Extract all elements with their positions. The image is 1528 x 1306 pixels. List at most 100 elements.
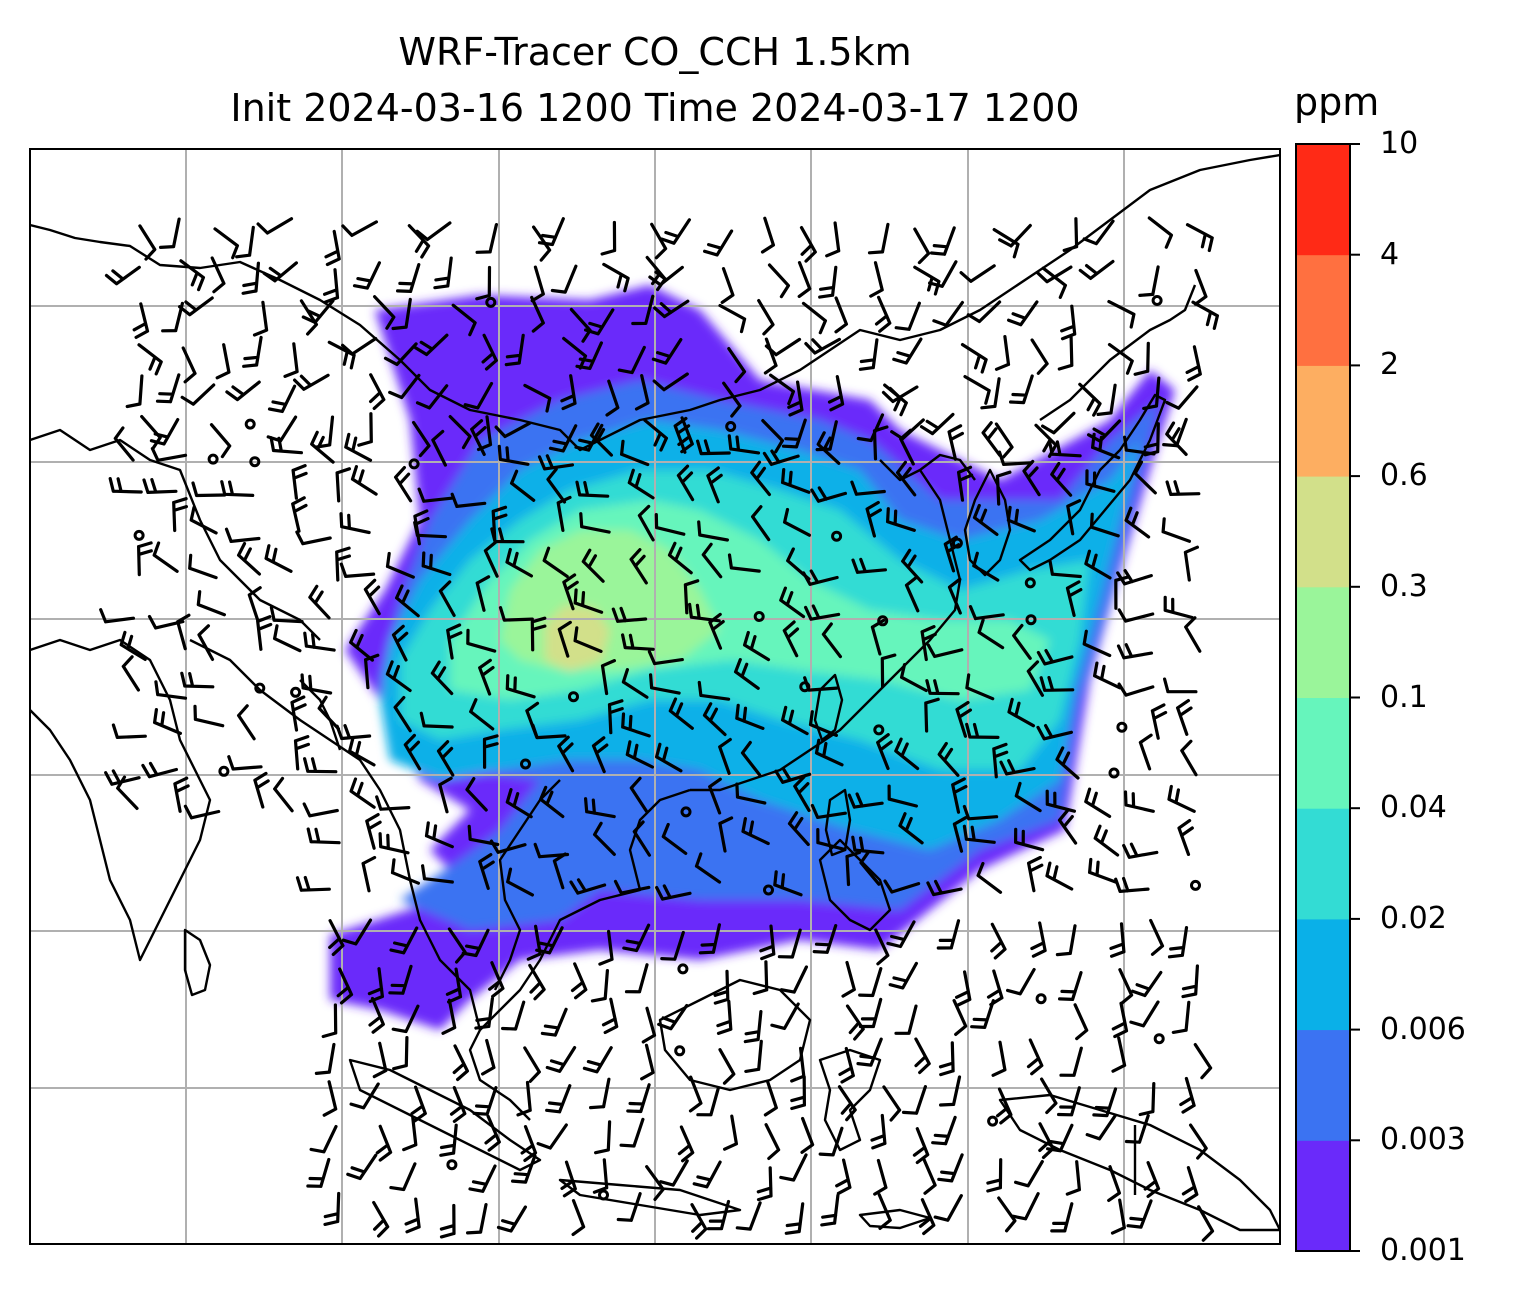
wind-barb	[918, 1198, 936, 1236]
wind-barb	[548, 424, 578, 453]
wind-barb	[886, 507, 916, 532]
wind-barb	[116, 775, 139, 810]
wind-barb	[894, 1004, 918, 1035]
wind-barb	[269, 605, 304, 624]
wind-barb	[295, 875, 331, 892]
wind-barb	[677, 1125, 695, 1163]
wind-barb	[1118, 968, 1134, 1005]
wind-barb	[539, 785, 565, 819]
wind-barb	[1036, 265, 1073, 284]
wind-barb	[761, 419, 784, 454]
wind-barb	[1091, 432, 1121, 460]
colorbar-tick-label: 0.3	[1380, 568, 1428, 604]
wind-barb	[727, 553, 761, 573]
wind-barb	[391, 1004, 420, 1034]
wind-barb	[952, 816, 968, 853]
wind-barb	[1138, 265, 1160, 297]
wind-barb	[1131, 970, 1163, 998]
wind-barb	[430, 660, 454, 696]
wind-barb	[1124, 1114, 1150, 1144]
wind-barb	[933, 1194, 963, 1222]
wind-barb	[708, 777, 722, 815]
wind-barb	[1133, 341, 1150, 376]
wind-barb	[478, 658, 495, 696]
wind-barb	[1124, 506, 1151, 539]
wind-barb	[141, 761, 178, 779]
wind-barb	[348, 737, 376, 767]
wind-barb	[390, 858, 420, 885]
wind-barb	[723, 1114, 738, 1151]
wind-barb	[152, 541, 179, 573]
wind-barb	[1111, 1036, 1127, 1073]
wind-barb	[300, 673, 333, 695]
wind-barb	[804, 337, 841, 355]
wind-barb	[99, 608, 135, 624]
wind-barb	[986, 1158, 1003, 1193]
wind-barb	[856, 413, 885, 443]
calm-wind-circle	[249, 456, 261, 468]
wind-barb	[779, 586, 806, 619]
wind-barb	[557, 735, 575, 773]
wind-barb	[1014, 1160, 1044, 1188]
wind-barb	[412, 420, 431, 458]
wind-barb	[1191, 300, 1219, 330]
wind-barb	[696, 439, 731, 456]
wind-barb	[1143, 1161, 1161, 1198]
wind-barb	[1045, 861, 1074, 891]
wind-barb	[1150, 703, 1168, 740]
wind-barb	[591, 736, 609, 774]
coastline-sea-of-japan	[1039, 284, 1197, 421]
wind-barb	[858, 338, 879, 371]
wind-barb	[303, 757, 338, 774]
wind-barb	[463, 381, 494, 410]
calm-wind-circle	[485, 296, 497, 308]
wind-barb	[172, 497, 188, 533]
wind-barb	[421, 864, 454, 884]
calm-wind-circle	[408, 458, 420, 470]
wind-barb	[888, 961, 918, 990]
wind-barb	[392, 1036, 409, 1071]
wind-barb	[708, 612, 725, 650]
calm-wind-circle	[1151, 295, 1163, 306]
wind-barb	[1085, 1114, 1117, 1141]
wind-barb	[372, 1200, 390, 1238]
wind-barb	[760, 216, 775, 254]
wind-barb	[410, 1085, 427, 1123]
wind-barb	[869, 261, 884, 298]
wind-barb	[438, 776, 453, 814]
wind-barb	[994, 422, 1014, 459]
colorbar-tick-label: 2	[1380, 347, 1400, 383]
wind-barb	[1078, 382, 1102, 417]
wind-barb	[557, 620, 572, 658]
wind-barb	[213, 227, 239, 260]
wind-barb	[767, 263, 790, 299]
wind-barb	[505, 788, 533, 819]
wind-barb	[393, 696, 412, 733]
calm-wind-circle	[244, 418, 256, 430]
wind-barb	[752, 960, 769, 996]
wind-barb	[998, 223, 1032, 248]
wind-barb	[872, 425, 889, 461]
wind-barb	[900, 663, 928, 693]
colorbar-tick-label: 0.6	[1380, 458, 1428, 494]
wind-barb	[734, 658, 760, 690]
wind-barb	[619, 1117, 645, 1148]
wind-barb	[657, 1003, 689, 1031]
wind-barb	[363, 578, 381, 616]
wind-barb	[858, 997, 883, 1029]
wind-barb	[653, 299, 690, 319]
wind-barb	[290, 695, 307, 732]
wind-barb	[483, 540, 499, 578]
wind-barb	[968, 605, 1005, 621]
wind-barb	[1189, 1123, 1208, 1160]
wind-barb	[582, 1046, 613, 1074]
wind-barb	[701, 542, 723, 579]
wind-barb	[886, 920, 916, 949]
wind-barb	[475, 265, 492, 301]
wind-barb	[1089, 512, 1120, 538]
wind-barb	[834, 296, 848, 334]
wind-barb	[498, 606, 534, 622]
wind-barb	[722, 381, 742, 418]
wind-barb	[1193, 1043, 1213, 1080]
wind-barb	[153, 708, 182, 735]
